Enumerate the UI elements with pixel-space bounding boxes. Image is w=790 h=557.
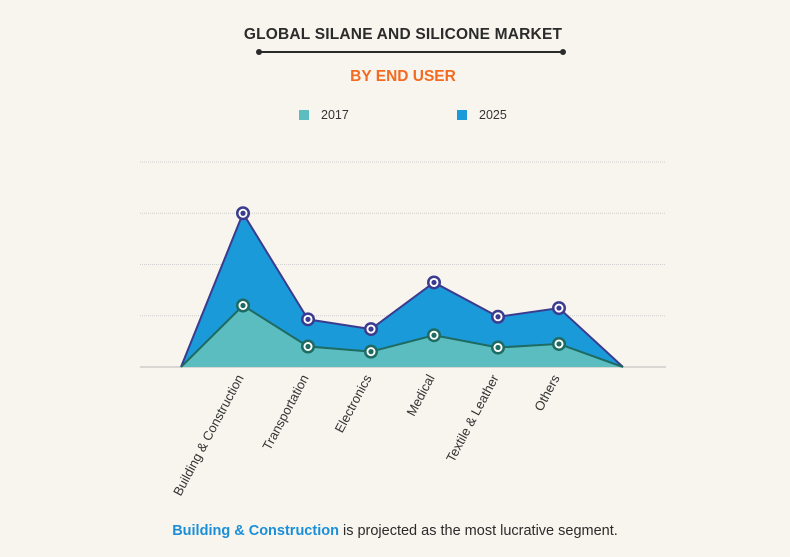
x-tick-label: Electronics <box>332 372 375 436</box>
legend-label-2017: 2017 <box>321 108 349 122</box>
legend-swatch-2025 <box>457 110 467 120</box>
footer-text: is projected as the most lucrative segme… <box>338 523 618 539</box>
footer-note: Building & Construction is projected as … <box>0 523 790 539</box>
x-tick-label: Others <box>531 372 563 414</box>
x-tick-label: Transportation <box>259 372 311 453</box>
point-2025-core <box>240 210 246 216</box>
footer-highlight: Building & Construction <box>172 523 339 539</box>
divider-dot <box>560 49 566 55</box>
legend-item-2025: 2025 <box>457 108 507 122</box>
point-2017-core <box>556 341 562 347</box>
area-2017 <box>181 305 623 367</box>
point-2025-core <box>368 326 374 332</box>
series-line-2025 <box>180 212 624 368</box>
point-2025-core <box>431 279 437 286</box>
series-line-2017 <box>180 304 624 368</box>
point-2025-core <box>305 316 311 322</box>
x-tick-label: Building & Construction <box>170 372 247 498</box>
chart-title: GLOBAL SILANE AND SILICONE MARKET <box>243 26 563 43</box>
title-divider <box>256 49 566 55</box>
legend-swatch-2017 <box>299 110 309 120</box>
point-2025-core <box>556 305 562 311</box>
point-2017-core <box>431 332 437 338</box>
point-2017-core <box>305 343 311 350</box>
legend-item-2017: 2017 <box>299 108 349 122</box>
point-2017-core <box>495 344 501 351</box>
legend-label-2025: 2025 <box>479 108 507 122</box>
x-tick-label: Textile & Leather <box>443 371 502 464</box>
divider-dot <box>256 49 262 55</box>
point-2025-core <box>495 314 501 320</box>
chart-subtitle: BY END USER <box>350 68 456 85</box>
area-2025 <box>181 213 623 367</box>
point-2017-core <box>368 349 374 355</box>
point-2017-core <box>240 302 246 309</box>
x-tick-label: Medical <box>403 372 437 419</box>
